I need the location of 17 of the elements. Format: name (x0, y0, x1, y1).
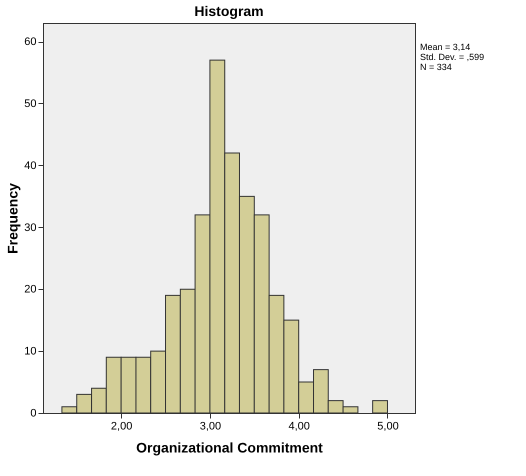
y-tick-label: 10 (24, 346, 36, 358)
x-tick-label: 4,00 (288, 420, 310, 432)
text: Std. Dev. = ,599 (420, 52, 484, 62)
text: N = 334 (420, 62, 452, 72)
text: Mean = 3,14 (420, 42, 470, 52)
y-axis-title: Frequency (4, 182, 20, 254)
y-tick-label: 0 (30, 408, 36, 420)
y-tick-label: 40 (24, 160, 36, 172)
y-tick-label: 60 (24, 36, 36, 48)
y-tick-label: 50 (24, 98, 36, 110)
x-tick-label: 3,00 (200, 420, 222, 432)
y-tick-label: 30 (24, 222, 36, 234)
x-tick-label: 5,00 (377, 420, 399, 432)
chart-title: Histogram (194, 3, 264, 19)
y-tick-label: 20 (24, 284, 36, 296)
x-axis-title: Organizational Commitment (136, 440, 324, 456)
x-tick-label: 2,00 (110, 420, 132, 432)
